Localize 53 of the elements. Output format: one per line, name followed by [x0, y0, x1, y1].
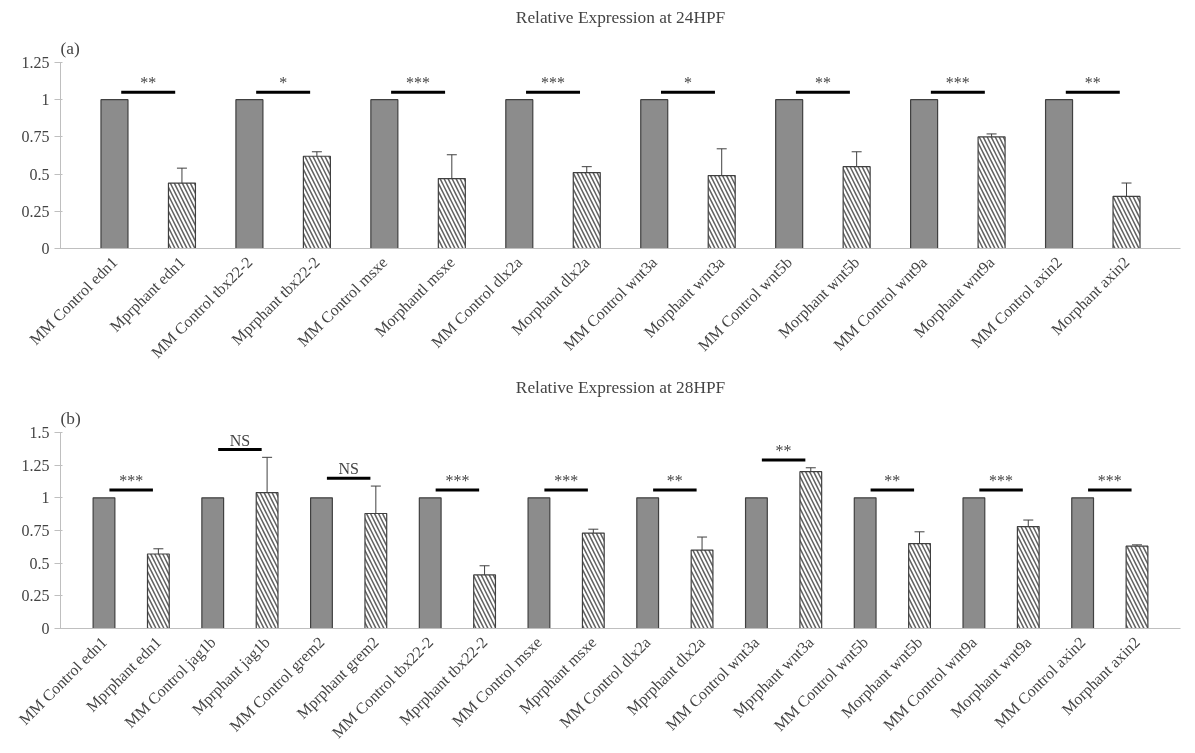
bar	[505, 99, 534, 249]
annotation: NS	[229, 431, 251, 449]
bar	[418, 497, 442, 629]
bar	[1044, 99, 1074, 249]
bar	[527, 497, 551, 629]
chart-title: Relative Expression at 24HPF	[515, 7, 726, 27]
y-tick-label: 1	[41, 489, 50, 507]
bar	[775, 99, 804, 249]
bar	[744, 497, 768, 629]
annotation: ***	[406, 74, 431, 92]
y-tick-label: 1	[41, 91, 50, 109]
text: (b)	[60, 408, 81, 428]
y-tick-label: 1.5	[29, 424, 50, 441]
annotation: ***	[1097, 472, 1122, 490]
bar	[100, 99, 129, 249]
annotation: *	[279, 74, 288, 92]
annotation: ***	[445, 472, 470, 490]
y-tick-label: 0.25	[21, 202, 50, 220]
annotation: **	[884, 472, 901, 490]
annotation: NS	[338, 460, 359, 478]
annotation: ***	[119, 472, 144, 490]
y-tick-label: 0	[41, 620, 50, 637]
annotation: ***	[554, 472, 579, 490]
y-tick-label: 1.25	[21, 456, 50, 474]
text: (a)	[60, 38, 80, 58]
annotation: *	[683, 74, 692, 92]
bar	[636, 497, 660, 629]
bar	[92, 497, 116, 629]
bar	[910, 99, 939, 249]
bar	[853, 497, 877, 629]
chart-title: Relative Expression at 28HPF	[515, 377, 726, 397]
y-tick-label: 0.25	[21, 587, 50, 605]
y-tick-label: 0.5	[29, 165, 50, 183]
bar	[310, 497, 333, 629]
bar	[370, 99, 399, 249]
y-tick-label: 0	[41, 240, 50, 257]
annotation: **	[140, 74, 157, 92]
bar	[235, 99, 264, 249]
y-tick-label: 0.5	[29, 554, 50, 572]
bar	[201, 497, 225, 629]
annotation: **	[1084, 74, 1101, 92]
bar	[640, 99, 669, 249]
annotation: ***	[945, 74, 970, 92]
bar	[962, 497, 986, 629]
annotation: **	[814, 74, 831, 92]
annotation: ***	[541, 74, 566, 92]
y-tick-label: 0.75	[21, 128, 50, 146]
annotation: ***	[989, 472, 1014, 490]
annotation: **	[666, 472, 683, 490]
y-tick-label: 0.75	[21, 522, 50, 539]
annotation: **	[775, 441, 792, 459]
bar	[1071, 497, 1095, 629]
y-tick-label: 1.25	[21, 54, 50, 71]
